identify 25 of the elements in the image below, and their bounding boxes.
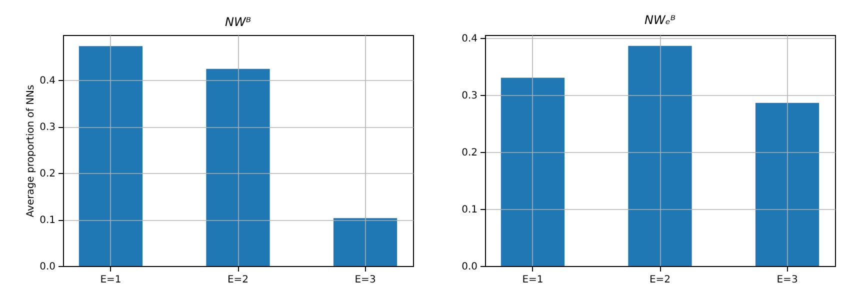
y-tick-label: 0.3	[40, 122, 56, 134]
y-tick-label: 0.1	[40, 215, 56, 226]
y-tick-label: 0.1	[462, 204, 478, 216]
bar	[333, 218, 398, 266]
x-tick-label: E=3	[354, 274, 376, 286]
y-tick-label: 0.4	[462, 33, 478, 44]
bar	[78, 46, 143, 266]
bar	[755, 102, 820, 266]
x-tick-label: E=1	[522, 274, 544, 286]
y-tick-label: 0.2	[40, 168, 56, 180]
y-tick-label: 0.4	[40, 76, 56, 87]
x-tick-label: E=2	[649, 274, 671, 286]
x-tick-label: E=1	[100, 274, 122, 286]
y-tick-label: 0.0	[462, 262, 478, 272]
chart-title: NWᴮ	[224, 15, 252, 29]
bar	[500, 78, 565, 266]
y-tick-label: 0.0	[40, 262, 56, 272]
chart-title: NWₑᴮ	[644, 12, 676, 27]
y-tick-label: 0.3	[462, 90, 478, 102]
y-axis-title: Average proportion of NNs	[26, 84, 37, 218]
bar	[206, 68, 270, 266]
x-tick-label: E=2	[227, 274, 249, 286]
bar	[628, 46, 692, 266]
y-tick-label: 0.2	[462, 147, 478, 158]
x-tick-label: E=3	[776, 274, 798, 286]
